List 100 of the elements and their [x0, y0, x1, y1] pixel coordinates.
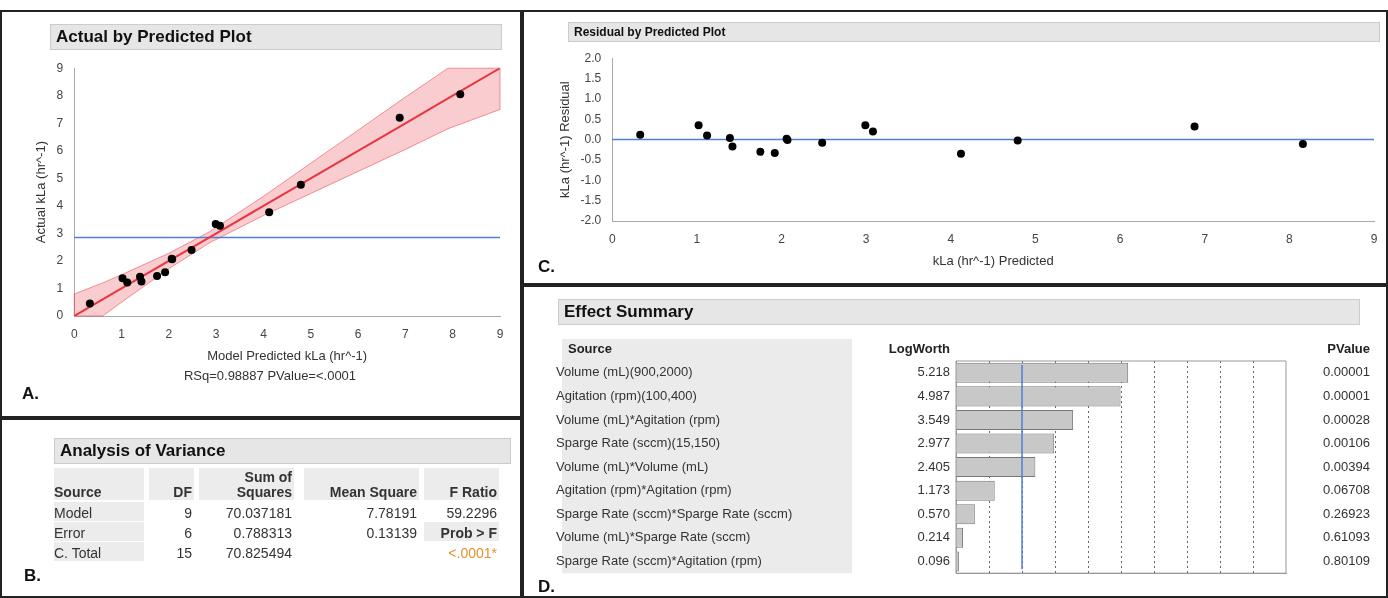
x-tick-label: 5 — [307, 326, 315, 341]
y-tick-label: 9 — [56, 60, 64, 75]
point — [153, 272, 162, 281]
point — [756, 147, 765, 156]
x-tick-label: 8 — [449, 326, 457, 341]
text: 0.06708 — [1323, 482, 1370, 498]
text: Model — [54, 502, 144, 521]
x-axis-title: Model Predicted kLa (hr^-1) — [207, 347, 368, 363]
point — [770, 149, 779, 158]
y-tick-label: 0.0 — [584, 131, 602, 146]
point — [694, 121, 703, 130]
y-tick-label: -1.0 — [580, 172, 602, 187]
text: 70.825494 — [224, 544, 293, 561]
point — [861, 121, 870, 130]
y-tick-label: 1.0 — [584, 91, 602, 106]
y-tick-label: 6 — [56, 143, 64, 158]
x-tick-label: 3 — [862, 231, 870, 246]
text: 70.037181 — [224, 504, 293, 521]
text: 0.00001 — [1323, 387, 1370, 403]
data-label: 0.214 — [917, 529, 950, 545]
text: 0.13139 — [365, 524, 418, 541]
y-tick-label: 1.5 — [584, 70, 602, 85]
y-tick-label: -2.0 — [580, 213, 602, 228]
point — [456, 90, 465, 99]
y-tick-label: 2.0 — [584, 50, 602, 65]
x-tick-label: 7 — [1201, 231, 1209, 246]
y-tick-label: Agitation (rpm)*Agitation (rpm) — [556, 482, 732, 498]
text: F Ratio — [424, 468, 499, 500]
point — [868, 127, 877, 136]
text: 0.00394 — [1323, 458, 1370, 474]
x-tick-label: 6 — [1116, 231, 1124, 246]
y-axis-title: Source — [568, 340, 613, 356]
data-label: 0.570 — [917, 505, 950, 521]
text: 0.788313 — [232, 524, 293, 541]
y-tick-label: Volume (mL)*Agitation (rpm) — [556, 411, 720, 427]
point — [187, 245, 196, 254]
x-tick-label: 9 — [496, 326, 504, 341]
y-tick-label: 2 — [56, 253, 64, 268]
y-tick-label: Volume (mL)*Volume (mL) — [556, 458, 709, 474]
x-tick-label: 4 — [260, 326, 268, 341]
x-tick-label: 4 — [947, 231, 955, 246]
text: C. Total — [54, 542, 144, 561]
x-axis-title: kLa (hr^-1) Predicted — [932, 252, 1054, 268]
text: 0.00001 — [1323, 364, 1370, 380]
text: Error — [54, 522, 144, 541]
data-label: 2.405 — [917, 458, 950, 474]
chart-title: Actual by Predicted Plot — [50, 24, 502, 50]
text: Analysis of Variance — [54, 438, 511, 464]
point — [1298, 140, 1307, 149]
y-tick-label: 0.5 — [584, 111, 602, 126]
text: 6 — [183, 524, 193, 541]
text: Source — [54, 468, 144, 500]
data-label: 5.218 — [917, 364, 950, 380]
data-label: 1.173 — [917, 482, 950, 498]
y-tick-label: Sparge Rate (sccm)(15,150) — [556, 435, 721, 451]
point — [956, 149, 965, 158]
y-tick-label: Sparge Rate (sccm)*Agitation (rpm) — [556, 552, 762, 568]
point — [85, 299, 94, 308]
text: 7.78191 — [365, 504, 418, 521]
data-label: 0.096 — [917, 552, 950, 568]
text: Prob > F — [424, 522, 499, 541]
x-tick-label: 8 — [1286, 231, 1294, 246]
text: A. — [22, 384, 39, 404]
text: B. — [24, 566, 41, 586]
x-tick-label: 9 — [1370, 231, 1378, 246]
text: 0.00106 — [1323, 435, 1370, 451]
point — [137, 277, 146, 286]
text: C. — [538, 257, 555, 277]
point — [215, 221, 224, 230]
x-tick-label: 0 — [70, 326, 78, 341]
point — [123, 278, 132, 287]
text: Effect Summary — [558, 299, 1360, 325]
text: 9 — [183, 504, 193, 521]
text: <.0001* — [447, 544, 498, 561]
text: Mean Square — [304, 468, 419, 500]
y-tick-label: 0 — [56, 308, 64, 323]
x-tick-label: 6 — [354, 326, 362, 341]
data-label: 2.977 — [917, 435, 950, 451]
y-tick-label: Sparge Rate (sccm)*Sparge Rate (sccm) — [556, 505, 793, 521]
y-tick-label: -1.5 — [580, 192, 602, 207]
point — [818, 138, 827, 147]
text: 0.61093 — [1323, 529, 1370, 545]
chart-title: Residual by Predicted Plot — [568, 22, 1380, 42]
x-axis-title: LogWorth — [888, 340, 951, 356]
point — [1190, 122, 1199, 131]
text: RSq=0.98887 PValue=<.0001 — [182, 368, 358, 383]
y-tick-label: 1 — [56, 280, 64, 295]
data-label: 4.987 — [917, 387, 950, 403]
x-tick-label: 7 — [402, 326, 410, 341]
text: 0.00028 — [1323, 411, 1370, 427]
text: Sum of Squares — [199, 468, 294, 500]
point — [636, 130, 645, 139]
y-tick-label: Volume (mL)(900,2000) — [556, 364, 693, 380]
text: 59.2296 — [445, 504, 498, 521]
y-axis-title: Actual kLa (hr^-1) — [33, 141, 49, 244]
x-tick-label: 1 — [118, 326, 126, 341]
y-tick-label: 7 — [56, 115, 64, 130]
text: 15 — [175, 544, 193, 561]
y-axis-title: kLa (hr^-1) Residual — [557, 81, 573, 198]
y-tick-label: Volume (mL)*Sparge Rate (sccm) — [556, 529, 751, 545]
